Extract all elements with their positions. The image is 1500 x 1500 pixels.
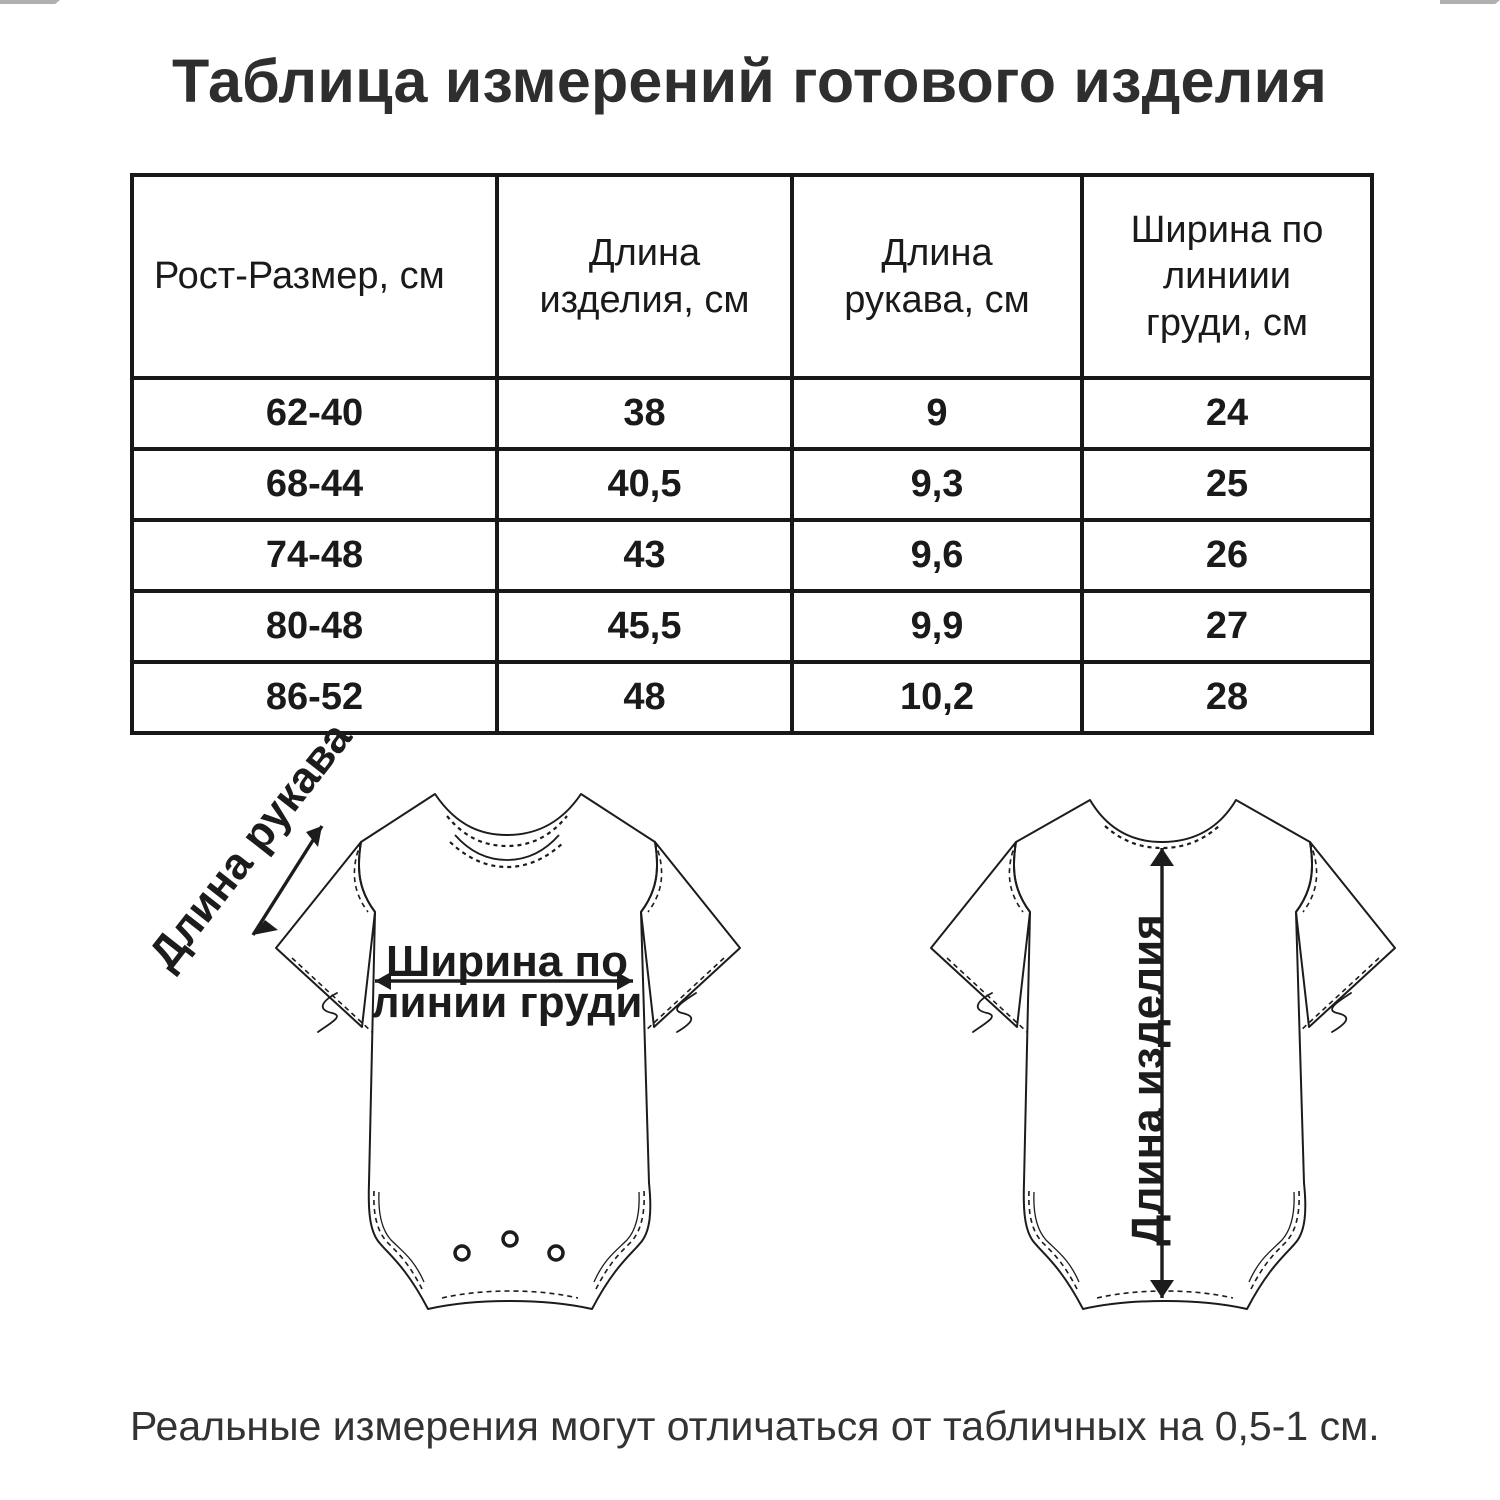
svg-text:Длина рукава: Длина рукава [139,713,361,978]
svg-text:Длина изделия: Длина изделия [1123,914,1172,1246]
svg-text:линии груди: линии груди [372,978,643,1027]
